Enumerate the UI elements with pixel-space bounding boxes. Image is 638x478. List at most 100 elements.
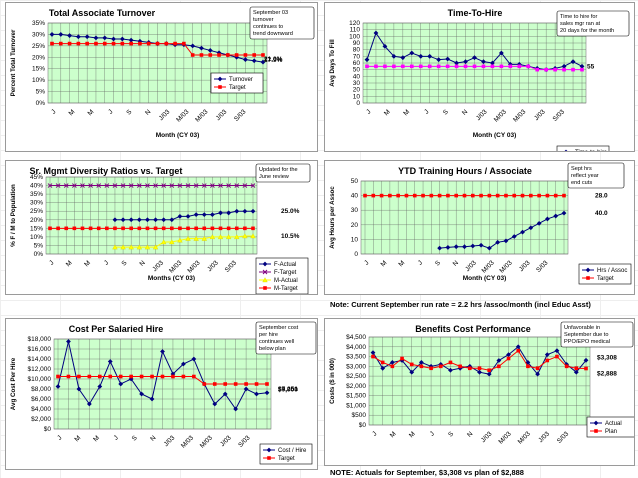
benefits-chart: $0 $500 $1,000 $1,500 $2,000 $2,500 $3,000 $3,5… [329,321,638,446]
data-point [226,226,231,231]
data-point [251,58,257,64]
data-point [75,34,81,40]
end-value-label: 21.0% [264,56,283,63]
data-point [161,239,167,245]
data-point [218,210,223,216]
data-point [580,67,584,72]
data-point [508,64,513,69]
data-point [401,64,405,69]
data-point [536,220,542,226]
data-point [120,183,126,188]
data-point [409,369,415,375]
y-tick-label: 120 [349,20,360,27]
data-point [380,360,385,365]
x-tick-label: N [461,108,469,116]
data-point [88,226,93,231]
legend-label: Target [597,276,614,282]
data-point [178,226,182,231]
x-tick-label: M [65,259,74,268]
legend-marker [266,447,272,453]
data-point [112,183,118,188]
legend-label: Cost / Hire [278,448,307,454]
data-point [445,245,451,250]
end-value-label: 55 [587,63,595,70]
x-tick-label: M/03 [168,259,183,274]
data-point [537,193,541,198]
data-point [477,366,482,371]
data-point [526,364,530,369]
data-point [499,64,504,69]
x-tick-label: J/03 [206,259,220,273]
training-hours-chart-panel[interactable]: 0 10 20 30 40 50 J M M J S N J/03 M/03 M/03 J/03 S/03 YTD… [324,160,635,295]
data-point [234,53,239,57]
data-point [193,235,199,241]
callout-text: September due to [564,332,608,338]
data-point [429,193,434,198]
data-point [535,67,540,72]
x-tick-label: N [139,259,147,267]
data-point [516,348,521,353]
data-point [144,244,151,250]
data-point [102,35,108,41]
benefits-cost-chart-panel[interactable]: $0 $500 $1,000 $1,500 $2,000 $2,500 $3,000 $3,5… [324,318,638,466]
x-axis-label: Month (CY 03) [463,275,507,282]
data-point [409,64,414,69]
x-tick-label: M/03 [493,108,508,123]
data-point [171,374,175,379]
data-point [145,183,150,188]
data-point [194,226,198,231]
data-point [243,53,248,57]
data-point [113,226,117,231]
y-tick-label: $16,000 [28,346,52,353]
y-tick-label: 20% [30,217,43,224]
data-point [571,67,575,72]
callout-text: September cost [259,325,299,331]
data-point [528,225,534,231]
data-point [371,354,375,359]
y-tick-label: $14,000 [28,356,52,363]
data-point [152,244,159,250]
x-tick-label: S [434,259,442,267]
callout-text: September 03 [253,10,288,16]
data-point [383,64,387,69]
legend-marker [585,267,591,273]
x-tick-label: M/03 [498,430,513,445]
data-point [544,67,548,72]
data-point [119,36,125,42]
data-point [490,64,495,69]
data-point [252,53,257,57]
callout-box [255,321,317,355]
data-point [553,213,559,219]
legend-label: F-Actual [274,262,296,268]
cost-per-hire-chart-panel[interactable]: $0 $2,000 $4,000 $6,000 $8,000 $10,000 $12,000… [5,318,318,470]
data-point [427,53,433,59]
x-tick-label: M [380,259,389,268]
data-point [264,390,270,396]
diversity-ratio-chart-panel[interactable]: 0% 5% 10% 15% 20% 25% 30% 35% 40% 45% J M M J S N J/03 M/… [5,160,318,295]
time-to-hire-chart-panel[interactable]: 0 10 20 30 40 50 60 70 80 90 100 110 120 J M M J S N J/03 M/… [324,2,635,167]
data-point [177,183,183,188]
x-tick-label: M [83,259,92,268]
data-point [412,193,417,198]
data-point [118,374,123,379]
y-tick-label: 40 [351,193,359,200]
data-point [429,366,433,371]
legend-box [586,416,638,438]
x-tick-label: J [56,434,63,441]
data-point [121,226,125,231]
data-point [400,55,406,61]
callout-text: PPO/EPO medical [564,339,610,345]
data-point [574,366,579,371]
x-tick-label: S [131,434,139,442]
x-tick-label: J/03 [219,434,233,448]
legend-label: Plan [605,429,617,435]
x-tick-label: S [442,108,450,116]
data-point [96,183,102,188]
callout-text: reflect year [571,173,599,179]
x-tick-label: M/03 [180,434,195,449]
turnover-chart-panel[interactable]: 0% 5% 10% 15% 20% 25% 30% 35% J M M J S N J/03 M/03 M/03… [5,2,318,152]
callout-text: Sept hrs [571,166,592,172]
data-point [185,183,191,188]
data-point [48,226,52,231]
series-line-0 [439,212,565,249]
